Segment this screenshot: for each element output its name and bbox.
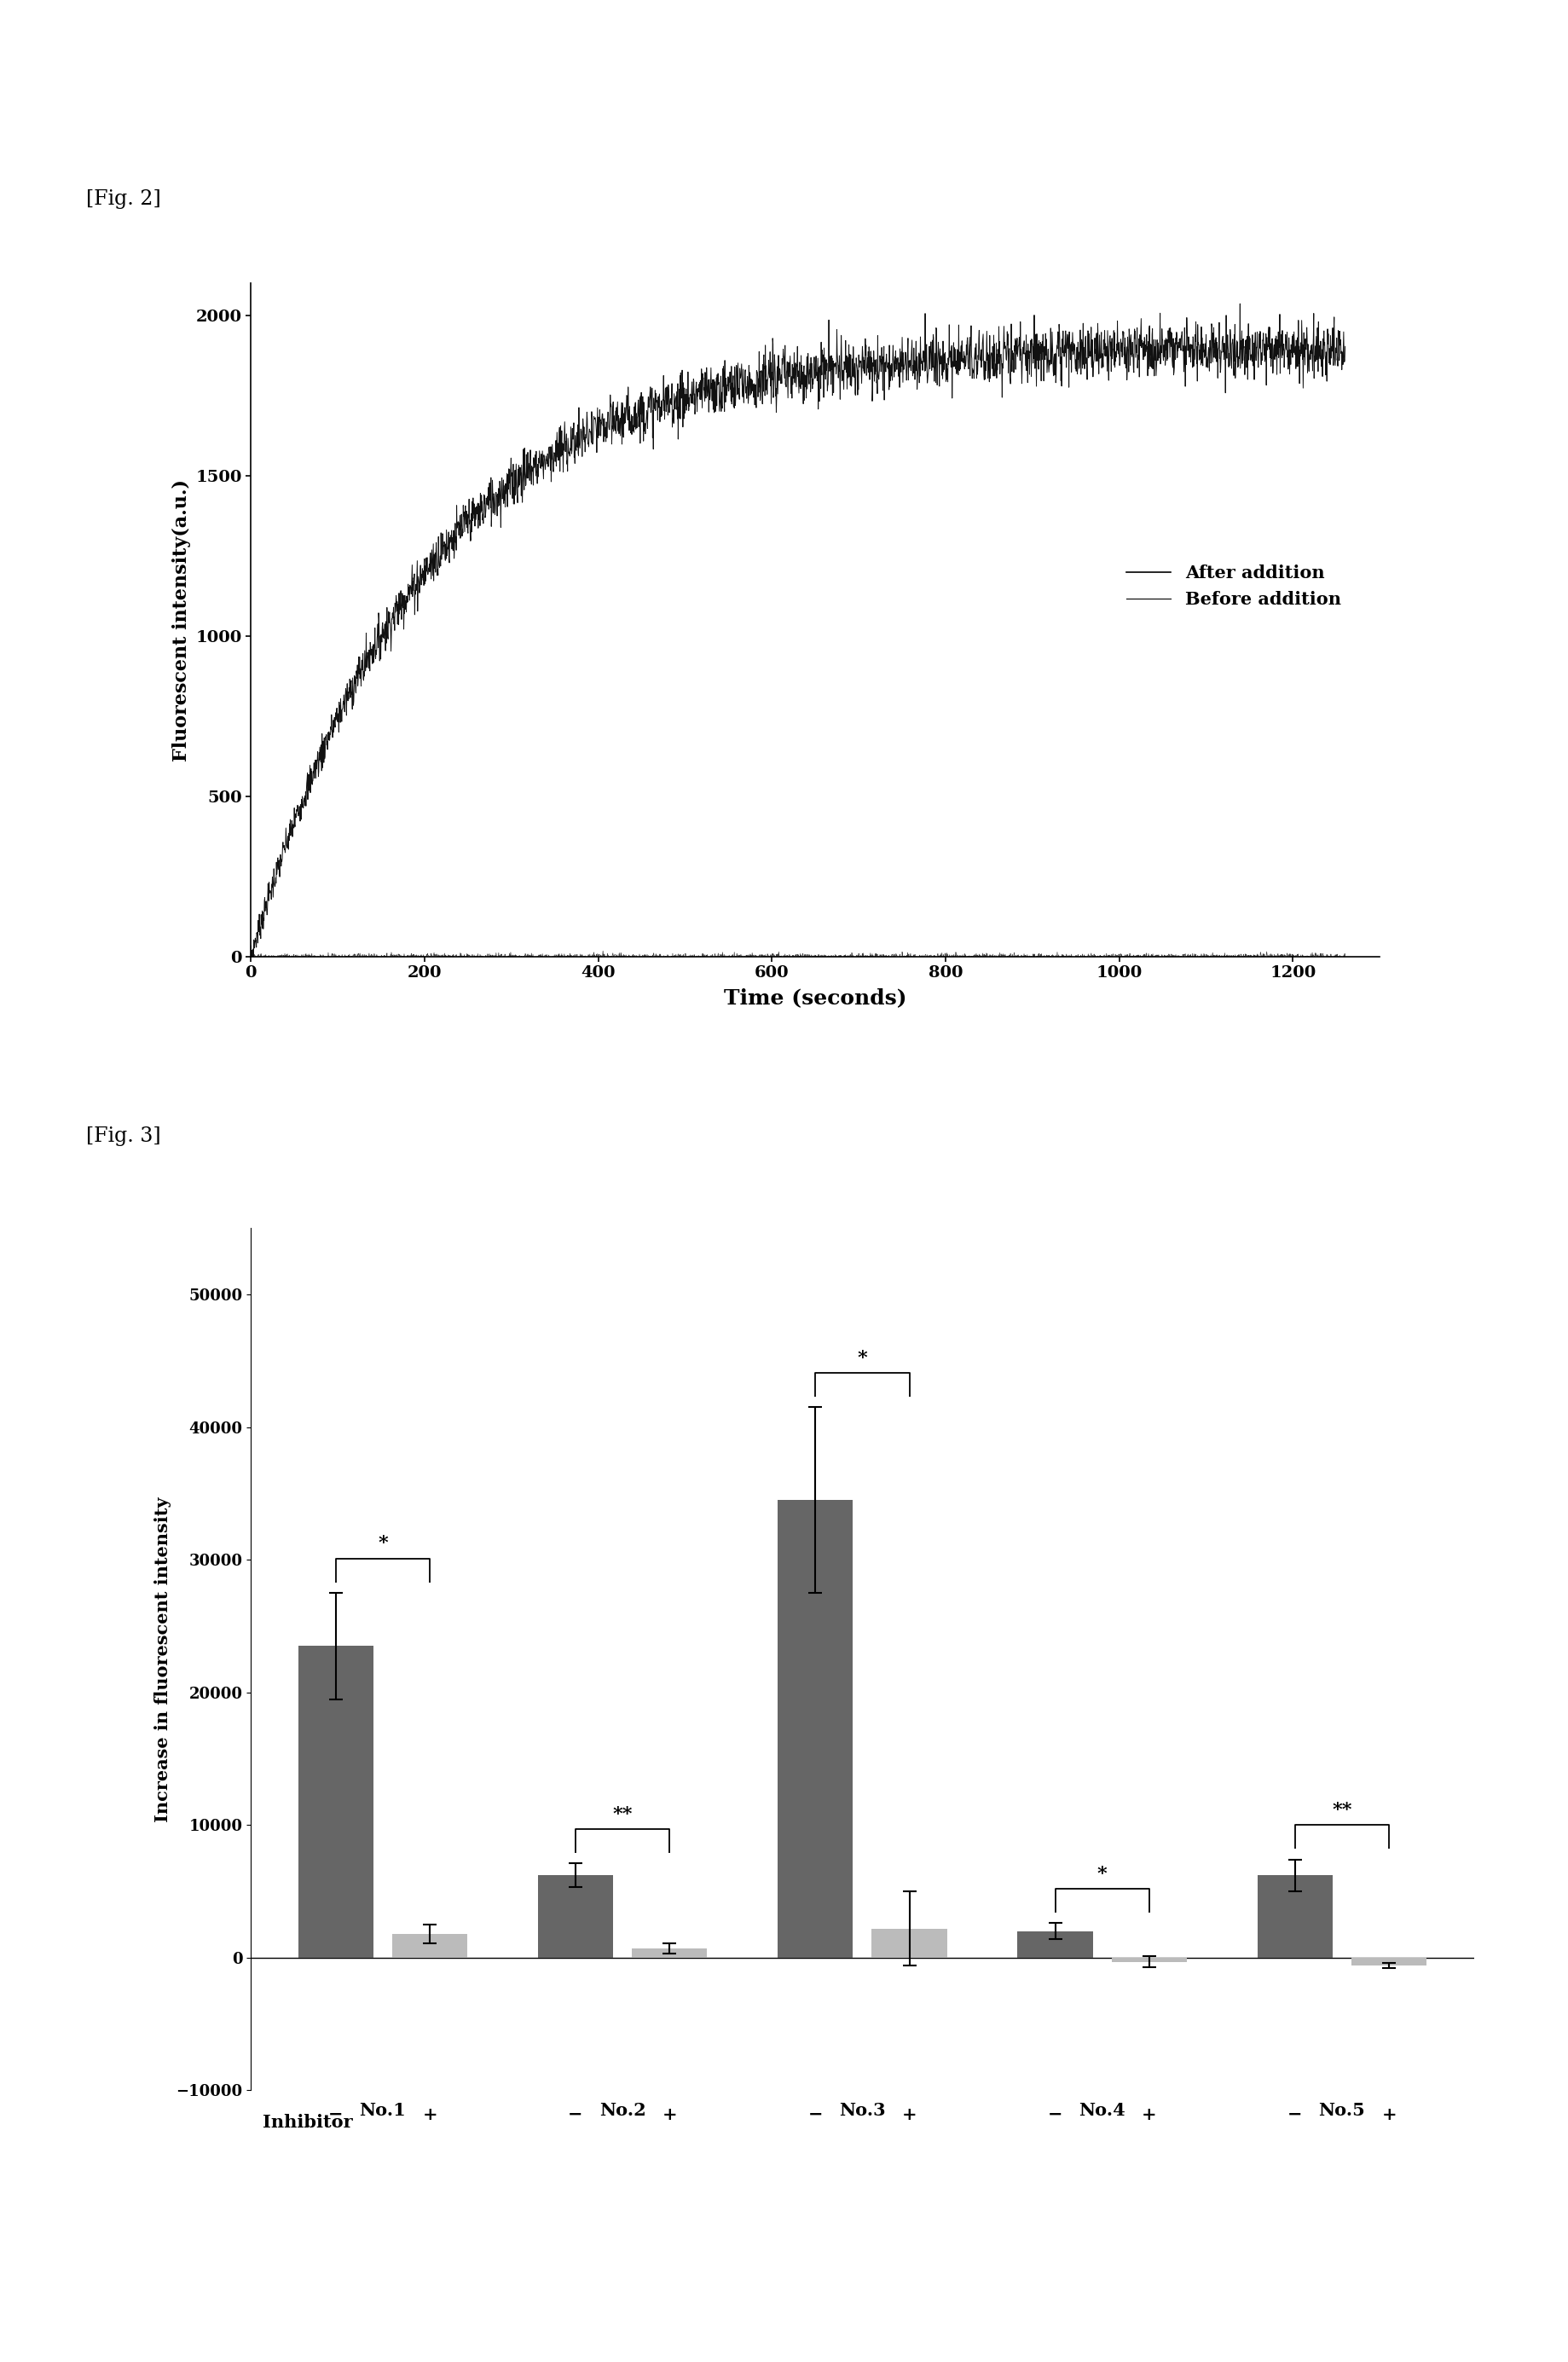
Y-axis label: Increase in fluorescent intensity: Increase in fluorescent intensity (154, 1498, 171, 1821)
Bar (1258, 1875, 1333, 1958)
Text: +: + (902, 2107, 917, 2123)
Text: **: ** (1331, 1802, 1352, 1819)
Text: **: ** (613, 1805, 632, 1823)
Text: −: − (808, 2107, 823, 2123)
Text: *: * (1098, 1864, 1107, 1883)
Text: *: * (378, 1535, 387, 1554)
Text: −: − (328, 2107, 343, 2123)
Text: −: − (568, 2107, 583, 2123)
Bar (778, 1500, 853, 1958)
Bar (1018, 1932, 1093, 1958)
Text: +: + (662, 2107, 677, 2123)
Text: [Fig. 2]: [Fig. 2] (86, 189, 162, 208)
Bar (298, 1646, 373, 1958)
Bar (1352, 1958, 1427, 1965)
Text: Inhibitor: Inhibitor (262, 2114, 353, 2131)
Legend: After addition, Before addition: After addition, Before addition (1120, 557, 1348, 614)
Y-axis label: Fluorescent intensity(a.u.): Fluorescent intensity(a.u.) (172, 479, 191, 761)
X-axis label: Time (seconds): Time (seconds) (724, 987, 906, 1009)
Text: +: + (422, 2107, 437, 2123)
Text: −: − (1047, 2107, 1063, 2123)
Text: −: − (1287, 2107, 1303, 2123)
Bar (632, 1949, 707, 1958)
Text: +: + (1381, 2107, 1397, 2123)
Bar (392, 1934, 467, 1958)
Text: [Fig. 3]: [Fig. 3] (86, 1127, 162, 1146)
Bar (872, 1927, 947, 1958)
Bar (1112, 1958, 1187, 1963)
Text: *: * (858, 1349, 867, 1368)
Text: +: + (1142, 2107, 1157, 2123)
Bar (538, 1875, 613, 1958)
